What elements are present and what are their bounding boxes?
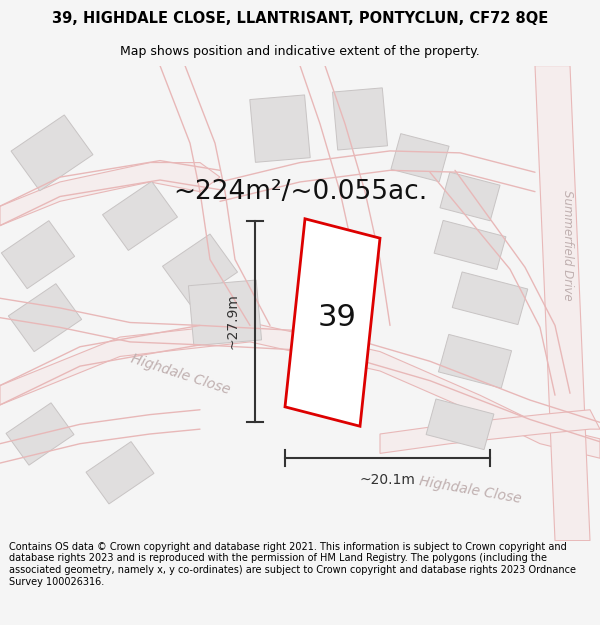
Polygon shape	[1, 221, 74, 289]
Polygon shape	[434, 221, 506, 269]
Polygon shape	[380, 410, 600, 453]
Polygon shape	[8, 284, 82, 352]
Polygon shape	[250, 95, 310, 162]
Polygon shape	[0, 162, 220, 226]
Text: 39: 39	[318, 303, 357, 332]
Text: Map shows position and indicative extent of the property.: Map shows position and indicative extent…	[120, 45, 480, 58]
Polygon shape	[11, 115, 93, 191]
Polygon shape	[6, 403, 74, 465]
Text: Highdale Close: Highdale Close	[128, 351, 232, 396]
Polygon shape	[452, 272, 528, 324]
Polygon shape	[440, 172, 500, 221]
Polygon shape	[188, 280, 262, 346]
Polygon shape	[86, 442, 154, 504]
Polygon shape	[391, 134, 449, 182]
Polygon shape	[0, 322, 600, 458]
Text: ~20.1m: ~20.1m	[359, 472, 415, 486]
Polygon shape	[285, 219, 380, 426]
Polygon shape	[163, 234, 238, 304]
Text: ~224m²/~0.055ac.: ~224m²/~0.055ac.	[173, 179, 427, 204]
Text: 39, HIGHDALE CLOSE, LLANTRISANT, PONTYCLUN, CF72 8QE: 39, HIGHDALE CLOSE, LLANTRISANT, PONTYCL…	[52, 11, 548, 26]
Polygon shape	[439, 334, 512, 388]
Polygon shape	[332, 88, 388, 150]
Polygon shape	[426, 399, 494, 449]
Text: ~27.9m: ~27.9m	[226, 294, 240, 349]
Text: Contains OS data © Crown copyright and database right 2021. This information is : Contains OS data © Crown copyright and d…	[9, 542, 576, 587]
Text: Summerfield Drive: Summerfield Drive	[560, 189, 574, 300]
Text: Highdale Close: Highdale Close	[418, 474, 522, 506]
Polygon shape	[535, 66, 590, 541]
Polygon shape	[103, 181, 178, 251]
